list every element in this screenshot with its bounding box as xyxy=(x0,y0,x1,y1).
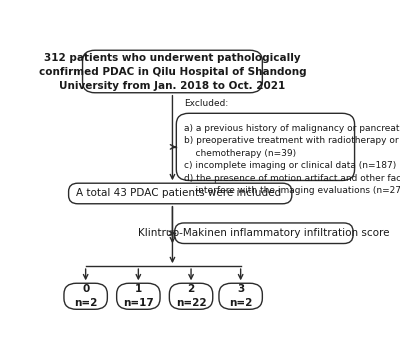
FancyBboxPatch shape xyxy=(69,183,292,204)
Text: 2
n=22: 2 n=22 xyxy=(176,284,206,308)
Text: Excluded:

a) a previous history of malignancy or pancreatitis (n=16)
b) preoper: Excluded: a) a previous history of malig… xyxy=(184,99,400,195)
Text: 0
n=2: 0 n=2 xyxy=(74,284,97,308)
FancyBboxPatch shape xyxy=(175,223,353,244)
FancyBboxPatch shape xyxy=(176,113,354,180)
FancyBboxPatch shape xyxy=(82,50,262,93)
Text: 312 patients who underwent pathologically
confirmed PDAC in Qilu Hospital of Sha: 312 patients who underwent pathologicall… xyxy=(39,52,306,90)
FancyBboxPatch shape xyxy=(169,283,213,309)
Text: A total 43 PDAC patients were included: A total 43 PDAC patients were included xyxy=(76,188,282,199)
FancyBboxPatch shape xyxy=(64,283,107,309)
Text: Klintrup-Makinen inflammatory infiltration score: Klintrup-Makinen inflammatory infiltrati… xyxy=(138,228,390,238)
Text: 1
n=17: 1 n=17 xyxy=(123,284,154,308)
Text: 3
n=2: 3 n=2 xyxy=(229,284,252,308)
FancyBboxPatch shape xyxy=(219,283,262,309)
FancyBboxPatch shape xyxy=(117,283,160,309)
